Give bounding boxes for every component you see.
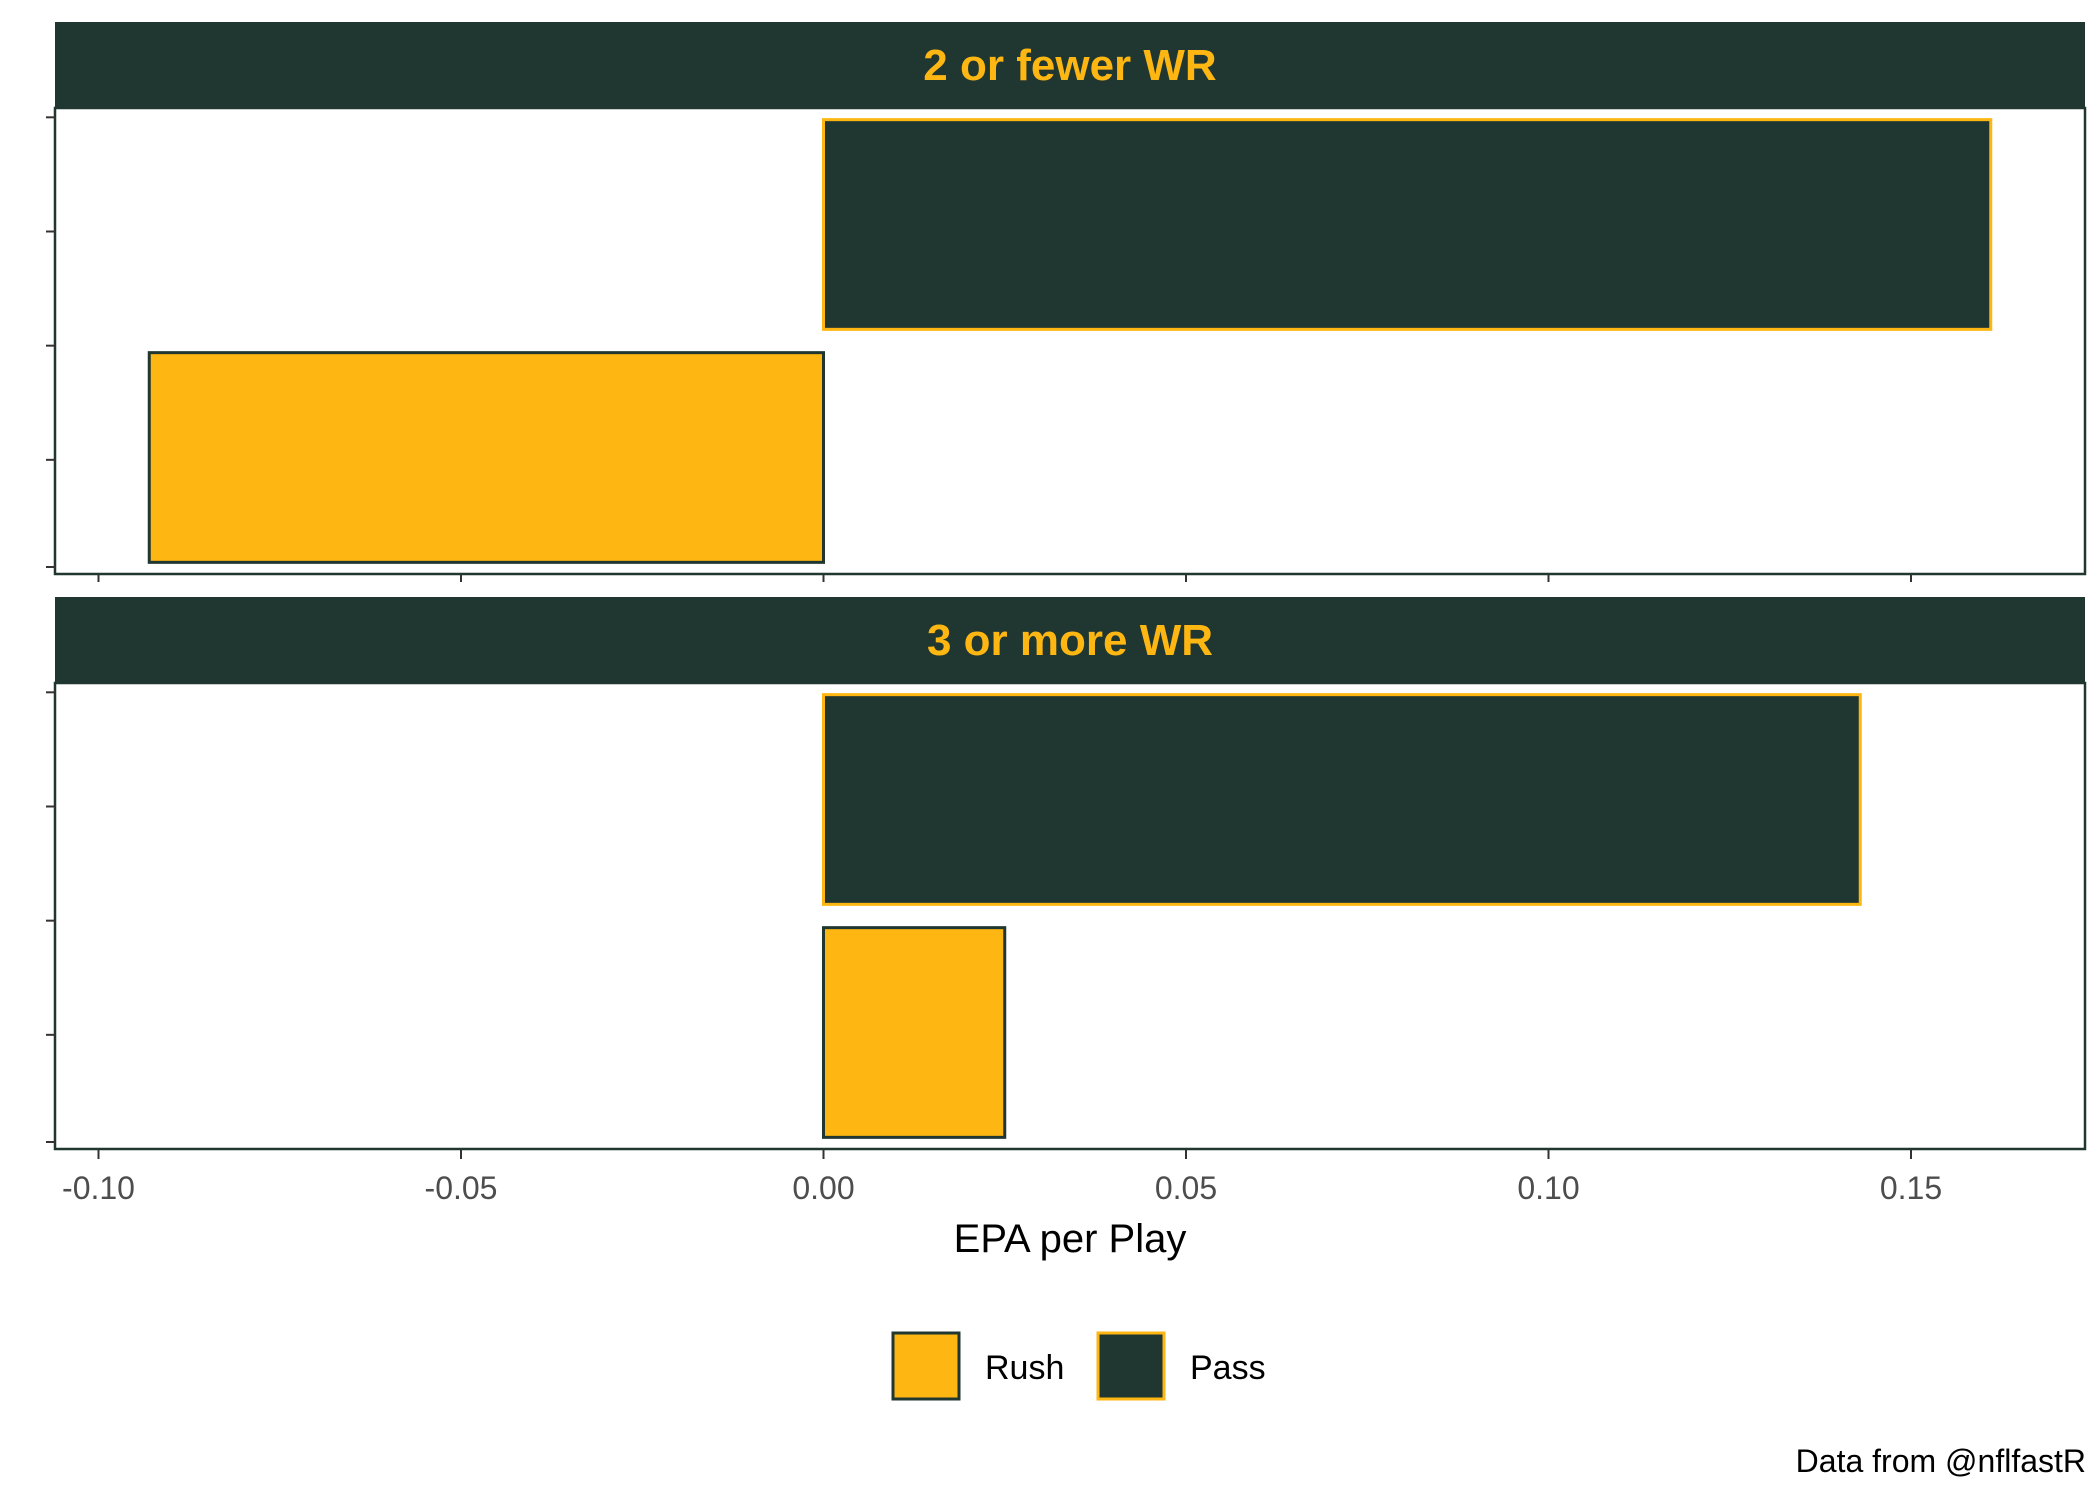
bar-pass	[822, 693, 1862, 906]
x-tick-label: -0.10	[62, 1170, 135, 1206]
x-tick-label: 0.10	[1517, 1170, 1579, 1206]
x-tick-label: 0.15	[1880, 1170, 1942, 1206]
legend: Rush Pass	[891, 1331, 1266, 1401]
facets: 2 or fewer WR 3 or more WR	[46, 22, 2087, 1151]
x-tick-label: 0.05	[1155, 1170, 1217, 1206]
facet-strip	[55, 22, 2085, 108]
legend-item-rush: Rush	[891, 1331, 1064, 1401]
caption: Data from @nflfastR	[1796, 1443, 2086, 1479]
legend-label: Pass	[1190, 1349, 1266, 1387]
legend-swatch	[891, 1331, 961, 1401]
bar-pass	[822, 118, 1993, 331]
facet-1: 2 or fewer WR	[46, 22, 2087, 576]
legend-item-pass: Pass	[1096, 1331, 1266, 1401]
bar-rush	[822, 926, 1007, 1139]
x-tick-label: -0.05	[425, 1170, 498, 1206]
facet-strip-label: 2 or fewer WR	[923, 41, 1216, 90]
x-tick-label: 0.00	[792, 1170, 854, 1206]
facet-strip-label: 3 or more WR	[927, 616, 1213, 665]
legend-swatch	[1096, 1331, 1166, 1401]
x-axis-title: EPA per Play	[954, 1217, 1187, 1261]
facet-strip	[55, 597, 2085, 683]
legend-label: Rush	[985, 1349, 1064, 1387]
facet-2: 3 or more WR	[46, 597, 2087, 1151]
x-axis: -0.10 -0.05 0.00 0.05 0.10 0.15	[62, 574, 1942, 1206]
bar-rush	[147, 351, 825, 564]
